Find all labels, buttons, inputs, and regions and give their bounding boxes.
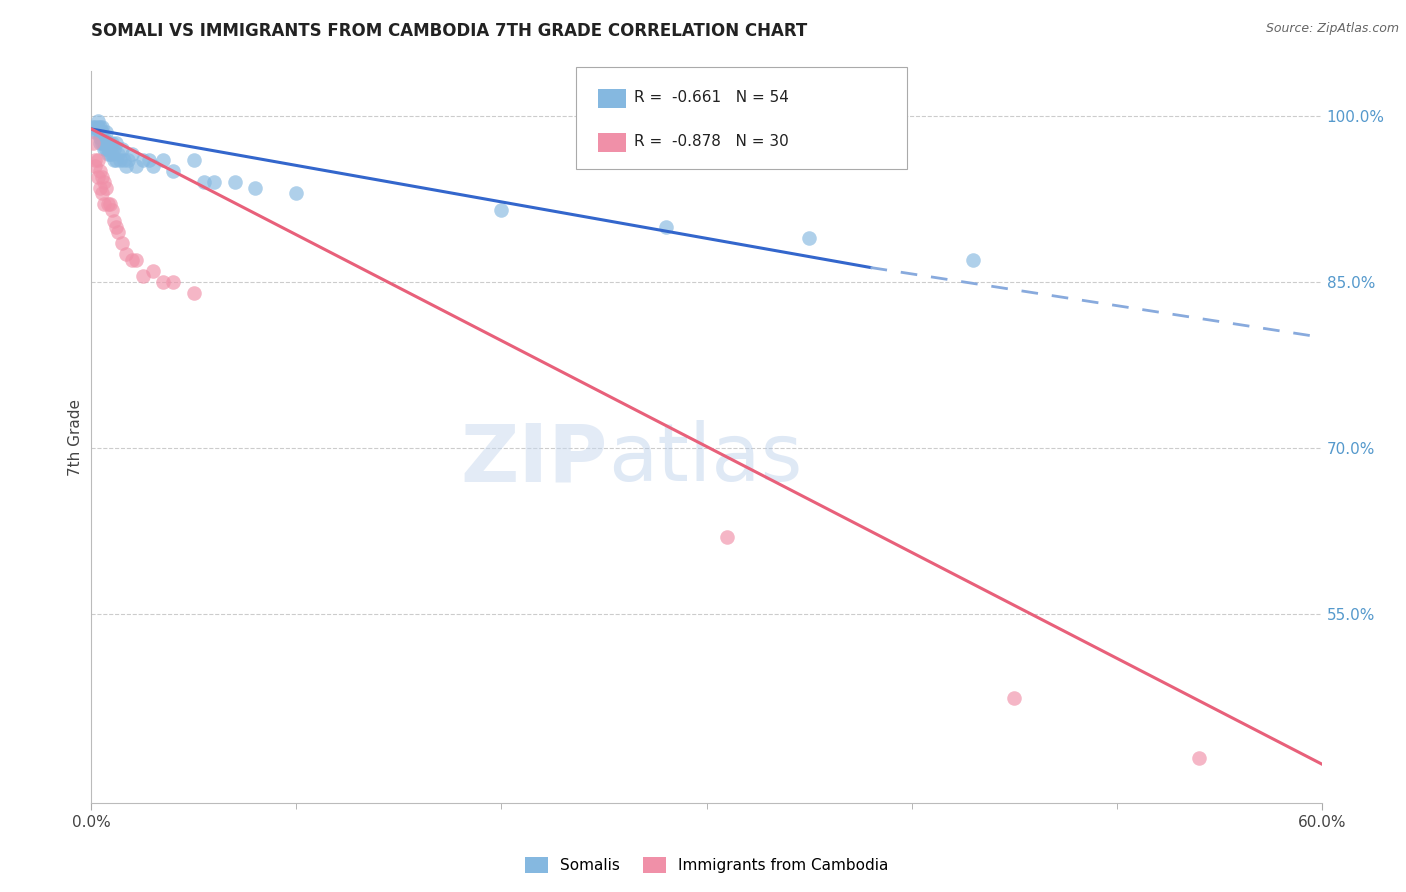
Text: ZIP: ZIP — [461, 420, 607, 498]
Point — [90, 125, 112, 139]
Point — [108, 153, 131, 167]
Point — [716, 530, 738, 544]
Point — [285, 186, 308, 201]
Point — [105, 153, 127, 167]
Text: Source: ZipAtlas.com: Source: ZipAtlas.com — [1265, 22, 1399, 36]
Point — [202, 175, 225, 189]
Point — [94, 142, 117, 156]
Point — [94, 136, 117, 151]
Point — [82, 120, 104, 134]
Point — [89, 136, 111, 151]
Point — [152, 153, 174, 167]
Point — [101, 202, 124, 217]
Point — [93, 136, 115, 151]
Point — [245, 180, 267, 194]
Point — [183, 153, 205, 167]
Point — [115, 247, 138, 261]
Point — [962, 252, 984, 267]
Point — [183, 285, 205, 300]
Point — [84, 153, 107, 167]
Point — [152, 275, 174, 289]
Point — [97, 142, 120, 156]
Point — [93, 142, 115, 156]
Point — [107, 225, 129, 239]
Y-axis label: 7th Grade: 7th Grade — [67, 399, 83, 475]
Point — [90, 169, 112, 184]
Point — [97, 147, 120, 161]
Point — [86, 114, 108, 128]
Point — [86, 120, 108, 134]
Point — [162, 275, 184, 289]
Point — [89, 120, 111, 134]
Point — [101, 136, 124, 151]
Point — [86, 153, 108, 167]
Point — [98, 136, 121, 151]
Point — [1002, 690, 1025, 705]
Point — [193, 175, 215, 189]
Point — [90, 131, 112, 145]
Point — [93, 197, 115, 211]
Point — [491, 202, 513, 217]
Point — [107, 147, 129, 161]
Point — [654, 219, 676, 234]
Point — [98, 147, 121, 161]
Point — [142, 264, 165, 278]
Point — [142, 159, 165, 173]
Point — [93, 175, 115, 189]
Point — [121, 147, 143, 161]
Point — [115, 159, 138, 173]
Text: R =  -0.661   N = 54: R = -0.661 N = 54 — [634, 90, 789, 105]
Point — [98, 197, 121, 211]
Point — [111, 142, 134, 156]
Point — [89, 164, 111, 178]
Point — [125, 252, 148, 267]
Point — [94, 125, 117, 139]
Point — [89, 131, 111, 145]
Point — [105, 219, 127, 234]
Point — [103, 214, 125, 228]
Point — [94, 180, 117, 194]
Point — [111, 236, 134, 251]
Point — [84, 159, 107, 173]
Point — [131, 269, 153, 284]
Point — [90, 186, 112, 201]
Text: R =  -0.878   N = 30: R = -0.878 N = 30 — [634, 134, 789, 149]
Point — [125, 159, 148, 173]
Legend: Somalis, Immigrants from Cambodia: Somalis, Immigrants from Cambodia — [519, 851, 894, 880]
Point — [89, 180, 111, 194]
Point — [105, 136, 127, 151]
Point — [1187, 751, 1209, 765]
Text: SOMALI VS IMMIGRANTS FROM CAMBODIA 7TH GRADE CORRELATION CHART: SOMALI VS IMMIGRANTS FROM CAMBODIA 7TH G… — [91, 22, 807, 40]
Point — [103, 153, 125, 167]
Point — [131, 153, 153, 167]
Point — [797, 230, 820, 244]
Point — [103, 142, 125, 156]
Point — [89, 125, 111, 139]
Point — [162, 164, 184, 178]
Point — [90, 136, 112, 151]
Point — [101, 147, 124, 161]
Point — [82, 136, 104, 151]
Text: atlas: atlas — [607, 420, 803, 498]
Point — [84, 125, 107, 139]
Point — [138, 153, 160, 167]
Point — [86, 125, 108, 139]
Point — [97, 136, 120, 151]
Point — [121, 252, 143, 267]
Point — [117, 153, 139, 167]
Point — [84, 120, 107, 134]
Point — [224, 175, 246, 189]
Point — [86, 169, 108, 184]
Point — [90, 120, 112, 134]
Point — [97, 197, 120, 211]
Point — [93, 131, 115, 145]
Point — [112, 153, 135, 167]
